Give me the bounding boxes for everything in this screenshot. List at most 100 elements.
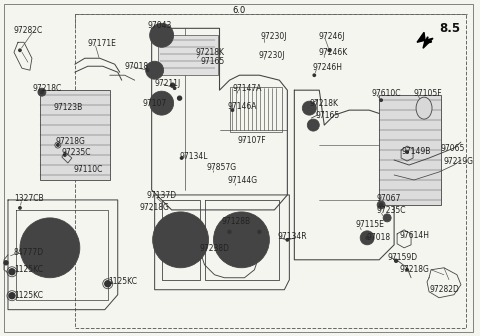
Circle shape [406, 151, 408, 153]
Circle shape [156, 98, 167, 108]
Text: 97147A: 97147A [232, 84, 262, 93]
Text: 1327CB: 1327CB [14, 195, 44, 203]
Text: 97219G: 97219G [443, 157, 473, 166]
Circle shape [380, 204, 383, 206]
Text: 97218G: 97218G [399, 265, 429, 274]
Circle shape [177, 236, 185, 244]
Circle shape [167, 226, 194, 254]
Circle shape [151, 67, 158, 74]
Circle shape [214, 212, 269, 268]
Circle shape [105, 281, 111, 287]
Text: 97235C: 97235C [62, 148, 91, 157]
Text: 97107: 97107 [143, 99, 167, 108]
Text: 97137D: 97137D [147, 192, 177, 201]
Circle shape [238, 236, 245, 244]
Text: 97134L: 97134L [180, 152, 208, 161]
Text: 6.0: 6.0 [233, 6, 246, 15]
Text: 97171E: 97171E [88, 39, 117, 48]
Text: 8.5: 8.5 [439, 22, 460, 35]
Text: 97107F: 97107F [238, 135, 266, 144]
Text: 97246H: 97246H [312, 63, 342, 72]
Circle shape [153, 212, 208, 268]
Circle shape [360, 231, 374, 245]
Text: 97857G: 97857G [206, 164, 237, 172]
Bar [230, 87, 282, 132]
Text: 97218K: 97218K [195, 48, 225, 57]
Text: 97218C: 97218C [33, 84, 62, 93]
Text: 97123B: 97123B [54, 102, 83, 112]
Text: 84777D: 84777D [14, 248, 44, 257]
Circle shape [170, 83, 175, 87]
Circle shape [9, 269, 15, 275]
Circle shape [306, 105, 312, 111]
Text: 97134R: 97134R [277, 233, 307, 241]
Text: 97211J: 97211J [155, 79, 181, 88]
Text: 97218K: 97218K [309, 99, 338, 108]
Circle shape [313, 74, 315, 76]
Text: 97246J: 97246J [318, 32, 345, 41]
Circle shape [302, 101, 316, 115]
Text: 97165: 97165 [201, 57, 225, 66]
Circle shape [380, 203, 383, 206]
Circle shape [57, 144, 59, 146]
Text: 97146A: 97146A [228, 101, 257, 111]
Bar [157, 35, 217, 75]
Circle shape [395, 259, 397, 262]
Circle shape [366, 237, 368, 239]
Circle shape [145, 61, 164, 79]
Text: 97144G: 97144G [228, 176, 258, 185]
Polygon shape [417, 32, 433, 48]
Text: 97238D: 97238D [200, 244, 229, 253]
Circle shape [64, 154, 66, 156]
Bar [40, 90, 110, 180]
Circle shape [146, 69, 149, 72]
Text: 97110C: 97110C [74, 166, 103, 174]
Ellipse shape [416, 97, 432, 119]
Text: 97614H: 97614H [399, 232, 429, 240]
Text: 97018: 97018 [366, 233, 390, 242]
Bar [379, 95, 441, 205]
Circle shape [406, 268, 408, 271]
Circle shape [231, 109, 234, 111]
Circle shape [178, 96, 181, 100]
Circle shape [38, 88, 46, 96]
Text: 97230J: 97230J [258, 51, 285, 60]
Circle shape [107, 283, 109, 285]
Circle shape [20, 218, 80, 278]
Circle shape [383, 214, 391, 222]
Text: 97067: 97067 [376, 195, 400, 203]
Circle shape [307, 119, 319, 131]
Circle shape [180, 157, 183, 159]
Text: 97218G: 97218G [140, 203, 169, 212]
Text: 97235C: 97235C [376, 206, 406, 215]
Text: 97165: 97165 [315, 111, 339, 120]
Text: 1125KC: 1125KC [14, 265, 43, 274]
Circle shape [4, 261, 8, 265]
Circle shape [364, 235, 370, 241]
Circle shape [19, 49, 21, 51]
Circle shape [173, 87, 176, 89]
Text: 97043: 97043 [148, 21, 172, 30]
Circle shape [328, 49, 330, 51]
Circle shape [150, 91, 174, 115]
Text: 97105F: 97105F [413, 89, 442, 98]
Circle shape [35, 233, 65, 263]
Text: 97230J: 97230J [261, 32, 287, 41]
Circle shape [228, 230, 231, 234]
Text: 97149B: 97149B [401, 146, 431, 156]
Text: 97018: 97018 [125, 62, 149, 71]
Circle shape [9, 293, 15, 299]
Text: 97282D: 97282D [429, 285, 459, 294]
Circle shape [380, 99, 383, 101]
Text: 97218G: 97218G [56, 136, 86, 145]
Text: 97246K: 97246K [318, 48, 348, 57]
Circle shape [40, 91, 43, 94]
Circle shape [228, 226, 255, 254]
Text: 97115E: 97115E [355, 220, 384, 229]
Bar [75, 14, 466, 328]
Text: 1125KC: 1125KC [14, 291, 43, 300]
Circle shape [286, 239, 288, 241]
Circle shape [19, 207, 21, 209]
Circle shape [150, 23, 174, 47]
Circle shape [377, 201, 385, 209]
